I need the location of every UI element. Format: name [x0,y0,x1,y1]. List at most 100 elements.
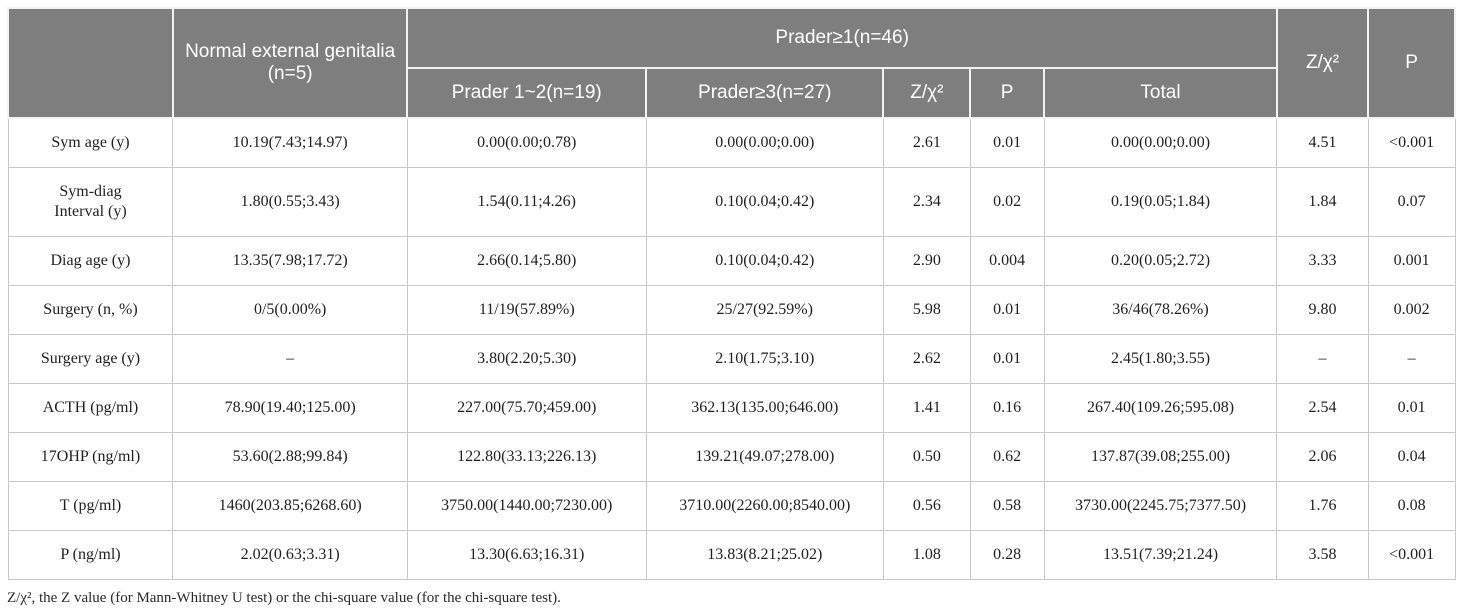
cell-total: 0.19(0.05;1.84) [1043,167,1278,237]
header-p-inner: P [969,67,1046,119]
cell-normal-genitalia: 1.80(0.55;3.43) [172,167,408,237]
cell-prader-ge3: 13.83(8.21;25.02) [645,530,884,580]
cell-p-outer: – [1367,334,1456,384]
header-normal-genitalia: Normal external genitalia (n=5) [171,7,409,119]
cell-p-outer: 0.01 [1367,383,1456,433]
cell-normal-genitalia: 10.19(7.43;14.97) [172,117,408,168]
cell-p-inner: 0.58 [969,481,1045,531]
cell-z-chi-inner: 2.61 [882,117,971,168]
cell-prader-ge3: 0.10(0.04;0.42) [645,236,884,286]
cell-total: 137.87(39.08;255.00) [1043,432,1278,482]
table-row: Sym age (y) 10.19(7.43;14.97) 0.00(0.00;… [7,117,1456,168]
table-row: Diag age (y) 13.35(7.98;17.72) 2.66(0.14… [7,236,1456,286]
cell-normal-genitalia: 13.35(7.98;17.72) [172,236,408,286]
table-row: 17OHP (ng/ml) 53.60(2.88;99.84) 122.80(3… [7,432,1456,482]
header-p-outer: P [1367,7,1456,119]
cell-p-outer: 0.002 [1367,285,1456,335]
cell-z-chi-outer: 3.33 [1276,236,1369,286]
row-label: Surgery age (y) [7,334,174,384]
cell-z-chi-inner: 2.62 [882,334,971,384]
cell-z-chi-outer: 2.54 [1276,383,1369,433]
cell-z-chi-inner: 5.98 [882,285,971,335]
cell-normal-genitalia: – [172,334,408,384]
cell-p-inner: 0.01 [969,334,1045,384]
cell-z-chi-outer: 2.06 [1276,432,1369,482]
table-header: Normal external genitalia (n=5) Prader≥1… [7,7,1456,119]
cell-z-chi-outer: 4.51 [1276,117,1369,168]
cell-total: 13.51(7.39;21.24) [1043,530,1278,580]
cell-z-chi-inner: 1.08 [882,530,971,580]
header-prader-1-2: Prader 1~2(n=19) [406,67,648,119]
cell-p-inner: 0.02 [969,167,1045,237]
cell-z-chi-outer: 3.58 [1276,530,1369,580]
cell-prader-ge3: 3710.00(2260.00;8540.00) [645,481,884,531]
cell-prader-1-2: 3750.00(1440.00;7230.00) [406,481,647,531]
cell-z-chi-outer: 9.80 [1276,285,1369,335]
cell-normal-genitalia: 0/5(0.00%) [172,285,408,335]
row-label: Surgery (n, %) [7,285,174,335]
cell-total: 36/46(78.26%) [1043,285,1278,335]
header-prader-group: Prader≥1(n=46) [406,7,1278,69]
cell-p-outer: 0.08 [1367,481,1456,531]
header-total: Total [1043,67,1278,119]
row-label: Diag age (y) [7,236,174,286]
cell-p-inner: 0.01 [969,285,1045,335]
cell-prader-ge3: 362.13(135.00;646.00) [645,383,884,433]
cell-p-inner: 0.16 [969,383,1045,433]
cell-total: 0.00(0.00;0.00) [1043,117,1278,168]
cell-prader-1-2: 122.80(33.13;226.13) [406,432,647,482]
header-prader-ge3: Prader≥3(n=27) [645,67,885,119]
cell-z-chi-inner: 2.34 [882,167,971,237]
cell-prader-1-2: 0.00(0.00;0.78) [406,117,647,168]
cell-p-inner: 0.62 [969,432,1045,482]
cell-prader-1-2: 1.54(0.11;4.26) [406,167,647,237]
table-row: P (ng/ml) 2.02(0.63;3.31) 13.30(6.63;16.… [7,530,1456,580]
header-row-2: Prader 1~2(n=19) Prader≥3(n=27) Z/χ² P T… [8,67,1455,119]
cell-p-outer: 0.001 [1367,236,1456,286]
row-label: Sym-diag Interval (y) [7,167,174,237]
cell-total: 3730.00(2245.75;7377.50) [1043,481,1278,531]
cell-prader-ge3: 25/27(92.59%) [645,285,884,335]
corner-cell [7,7,174,119]
cell-p-inner: 0.01 [969,117,1045,168]
table-row: Surgery age (y) – 3.80(2.20;5.30) 2.10(1… [7,334,1456,384]
table-row: Surgery (n, %) 0/5(0.00%) 11/19(57.89%) … [7,285,1456,335]
row-label: ACTH (pg/ml) [7,383,174,433]
table-body: Sym age (y) 10.19(7.43;14.97) 0.00(0.00;… [7,117,1456,580]
header-z-chi-outer: Z/χ² [1275,7,1370,119]
cell-z-chi-outer: – [1276,334,1369,384]
cell-prader-ge3: 0.00(0.00;0.00) [645,117,884,168]
table-row: T (pg/ml) 1460(203.85;6268.60) 3750.00(1… [7,481,1456,531]
header-z-chi-inner: Z/χ² [882,67,972,119]
cell-prader-1-2: 11/19(57.89%) [406,285,647,335]
cell-prader-1-2: 13.30(6.63;16.31) [406,530,647,580]
cell-p-outer: <0.001 [1367,117,1456,168]
table-row: Sym-diag Interval (y) 1.80(0.55;3.43) 1.… [7,167,1456,237]
table-row: ACTH (pg/ml) 78.90(19.40;125.00) 227.00(… [7,383,1456,433]
row-label: Sym age (y) [7,117,174,168]
cell-total: 2.45(1.80;3.55) [1043,334,1278,384]
cell-prader-1-2: 227.00(75.70;459.00) [406,383,647,433]
prader-comparison-table: Normal external genitalia (n=5) Prader≥1… [7,7,1456,580]
header-row-1: Normal external genitalia (n=5) Prader≥1… [7,7,1456,119]
cell-z-chi-inner: 0.56 [882,481,971,531]
cell-z-chi-outer: 1.76 [1276,481,1369,531]
cell-normal-genitalia: 78.90(19.40;125.00) [172,383,408,433]
cell-total: 267.40(109.26;595.08) [1043,383,1278,433]
cell-z-chi-outer: 1.84 [1276,167,1369,237]
row-label: T (pg/ml) [7,481,174,531]
cell-total: 0.20(0.05;2.72) [1043,236,1278,286]
cell-normal-genitalia: 53.60(2.88;99.84) [172,432,408,482]
cell-p-inner: 0.004 [969,236,1045,286]
cell-z-chi-inner: 1.41 [882,383,971,433]
cell-p-outer: <0.001 [1367,530,1456,580]
row-label: P (ng/ml) [7,530,174,580]
cell-prader-1-2: 3.80(2.20;5.30) [406,334,647,384]
cell-prader-ge3: 2.10(1.75;3.10) [645,334,884,384]
cell-z-chi-inner: 2.90 [882,236,971,286]
cell-z-chi-inner: 0.50 [882,432,971,482]
cell-normal-genitalia: 1460(203.85;6268.60) [172,481,408,531]
cell-prader-ge3: 139.21(49.07;278.00) [645,432,884,482]
cell-prader-1-2: 2.66(0.14;5.80) [406,236,647,286]
